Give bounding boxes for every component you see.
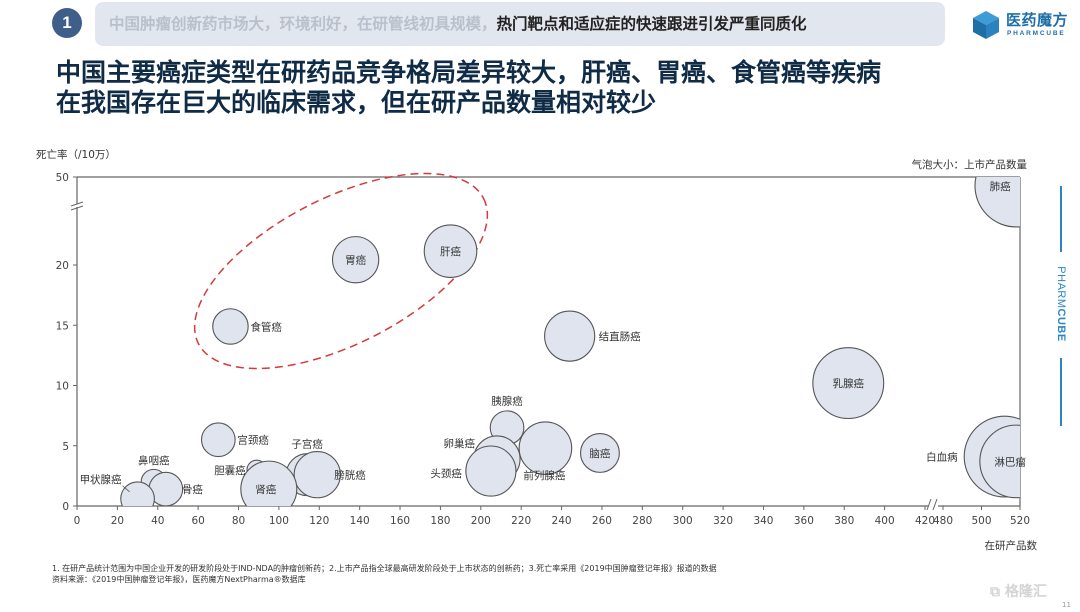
bubble-label: 骨癌 (182, 483, 203, 496)
x-tick-label: 180 (430, 515, 450, 527)
bubble-label: 肾癌 (255, 483, 276, 496)
x-tick-label: 80 (232, 515, 245, 527)
bubble-label: 白血病 (926, 451, 958, 464)
footnote: 1. 在研产品统计范围为中国企业开发的研发阶段处于IND-NDA的肿瘤创新药；2… (52, 563, 717, 585)
x-tick-label: 220 (511, 515, 531, 527)
y-tick-label: 15 (56, 320, 69, 332)
y-tick-label: 5 (62, 441, 69, 453)
bubble-膀胱癌 (293, 451, 341, 499)
x-tick-label: 140 (350, 515, 370, 527)
side-brand-line-top (1060, 186, 1062, 252)
bubble-食管癌 (212, 308, 249, 345)
x-tick-label: 380 (834, 515, 854, 527)
x-tick-label: 0 (74, 515, 81, 527)
x-axis-break-mark (932, 498, 938, 511)
bubble-淋巴瘤 (979, 424, 1020, 499)
x-tick-label: 360 (794, 515, 814, 527)
x-tick-label: 520 (1010, 515, 1030, 527)
logo-chinese-name: 医药魔方 (1006, 11, 1069, 29)
x-axis-label: 在研产品数 (985, 539, 1038, 552)
bubble-脑癌 (579, 433, 620, 473)
x-tick-label: 320 (713, 515, 733, 527)
bubble-结直肠癌 (544, 310, 596, 362)
watermark: ⧉ 格隆汇 (990, 584, 1047, 600)
x-tick-label: 100 (269, 515, 289, 527)
y-axis-break-gap (74, 204, 80, 207)
bubble-label: 结直肠癌 (599, 330, 641, 343)
bubble-label: 胆囊癌 (214, 464, 246, 477)
y-axis-label: 死亡率（/10万） (36, 148, 116, 161)
bubble-label: 淋巴瘤 (994, 455, 1026, 468)
x-tick-label: 200 (471, 515, 491, 527)
thyroid-leader-line (122, 485, 130, 493)
page-title: 中国主要癌症类型在研药品竞争格局差异较大，肝癌、胃癌、食管癌等疾病 在我国存在巨… (56, 58, 881, 118)
bubble-乳腺癌 (812, 347, 885, 420)
x-tick-label: 260 (592, 515, 612, 527)
y-tick-label: 0 (62, 501, 69, 513)
bubble-label: 前列腺癌 (523, 469, 565, 482)
x-tick-label: 500 (971, 515, 991, 527)
page-number: 11 (1062, 601, 1071, 609)
y-tick-label: 10 (56, 381, 69, 393)
y-axis-break-mark (70, 205, 84, 211)
bubble-label: 子宫癌 (291, 438, 323, 451)
side-brand-line-bottom (1060, 358, 1062, 426)
side-brand: PHARMCUBE (1049, 186, 1073, 426)
bubble-label: 胰腺癌 (491, 395, 523, 408)
bubble-甲状腺癌 (120, 481, 155, 506)
bubble-label: 宫颈癌 (237, 434, 269, 447)
bubble-前列腺癌 (518, 421, 573, 475)
y-tick-label: 50 (56, 172, 69, 184)
x-tick-label: 280 (632, 515, 652, 527)
y-axis-break-mark (70, 201, 84, 207)
x-tick-label: 240 (552, 515, 572, 527)
bubble-label: 乳腺癌 (833, 377, 865, 390)
bubble-肝癌 (423, 224, 478, 279)
banner-strong-text: 热门靶点和适应症的快速跟进引发严重同质化 (496, 15, 807, 33)
bubble-label: 胃癌 (345, 254, 366, 267)
x-tick-label: 400 (875, 515, 895, 527)
banner-muted-text: 中国肿瘤创新药市场大，环境利好，在研管线初具规模， (109, 15, 497, 33)
size-legend-label: 气泡大小：上市产品数量 (912, 158, 1028, 171)
bubble-宫颈癌 (200, 422, 236, 458)
bubble-胃癌 (331, 236, 380, 284)
pharmcube-logo: 医药魔方 PHARMCUBE (972, 8, 1078, 44)
x-tick-label: 480 (933, 515, 953, 527)
bubble-group (120, 177, 1020, 506)
bubble-label: 膀胱癌 (334, 469, 366, 482)
section-number-badge: 1 (52, 8, 82, 38)
x-tick-label: 20 (111, 515, 124, 527)
bubble-label: 肺癌 (990, 180, 1011, 193)
x-tick-label: 420 (915, 515, 935, 527)
x-axis-break-mark (926, 498, 932, 511)
bubble-肾癌 (240, 460, 298, 506)
bubble-肺癌 (974, 177, 1020, 228)
x-tick-label: 120 (309, 515, 329, 527)
x-tick-label: 300 (673, 515, 693, 527)
x-tick-label: 40 (151, 515, 164, 527)
title-line-2: 在我国存在巨大的临床需求，但在研产品数量相对较少 (56, 88, 657, 117)
x-tick-label: 60 (191, 515, 204, 527)
side-brand-text: PHARMCUBE (1055, 266, 1067, 342)
section-banner: 中国肿瘤创新药市场大，环境利好，在研管线初具规模，热门靶点和适应症的快速跟进引发… (95, 2, 945, 46)
bubble-label: 食管癌 (250, 320, 282, 333)
cube-logo-icon (973, 11, 999, 39)
bubble-label: 脑癌 (589, 447, 610, 460)
x-axis-break-gap (928, 502, 938, 510)
bubble-label: 肝癌 (440, 245, 461, 258)
footnote-notes: 1. 在研产品统计范围为中国企业开发的研发阶段处于IND-NDA的肿瘤创新药；2… (52, 564, 717, 573)
y-tick-label: 20 (56, 260, 69, 272)
bubble-label: 头颈癌 (430, 467, 462, 480)
bubble-头颈癌 (465, 445, 517, 497)
x-tick-label: 340 (753, 515, 773, 527)
title-line-1: 中国主要癌症类型在研药品竞争格局差异较大，肝癌、胃癌、食管癌等疾病 (56, 58, 882, 87)
highlight-dashed-ellipse (193, 172, 489, 370)
footnote-source: 资料来源：《2019中国肿瘤登记年报》，医药魔方NextPharma®数据库 (52, 575, 306, 584)
bubble-label: 卵巢癌 (443, 437, 475, 450)
logo-english-name: PHARMCUBE (1007, 30, 1066, 37)
bubble-label: 鼻咽癌 (138, 454, 170, 467)
x-tick-label: 160 (390, 515, 410, 527)
bubble-label: 甲状腺癌 (80, 473, 122, 486)
